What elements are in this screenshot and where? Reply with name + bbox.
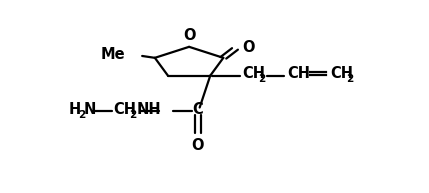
Text: CH: CH xyxy=(113,102,136,117)
Text: N: N xyxy=(84,102,96,117)
Text: 2: 2 xyxy=(346,74,353,84)
Text: 2: 2 xyxy=(258,74,266,84)
Text: NH: NH xyxy=(137,102,162,117)
Text: 2: 2 xyxy=(78,110,85,120)
Text: C: C xyxy=(192,102,203,117)
Text: Me: Me xyxy=(100,47,125,62)
Text: CH: CH xyxy=(330,66,353,81)
Text: O: O xyxy=(183,28,195,43)
Text: CH: CH xyxy=(242,66,265,81)
Text: 2: 2 xyxy=(129,110,136,120)
Text: O: O xyxy=(242,41,255,55)
Text: CH: CH xyxy=(288,66,311,81)
Text: H: H xyxy=(68,102,81,117)
Text: O: O xyxy=(191,138,204,153)
